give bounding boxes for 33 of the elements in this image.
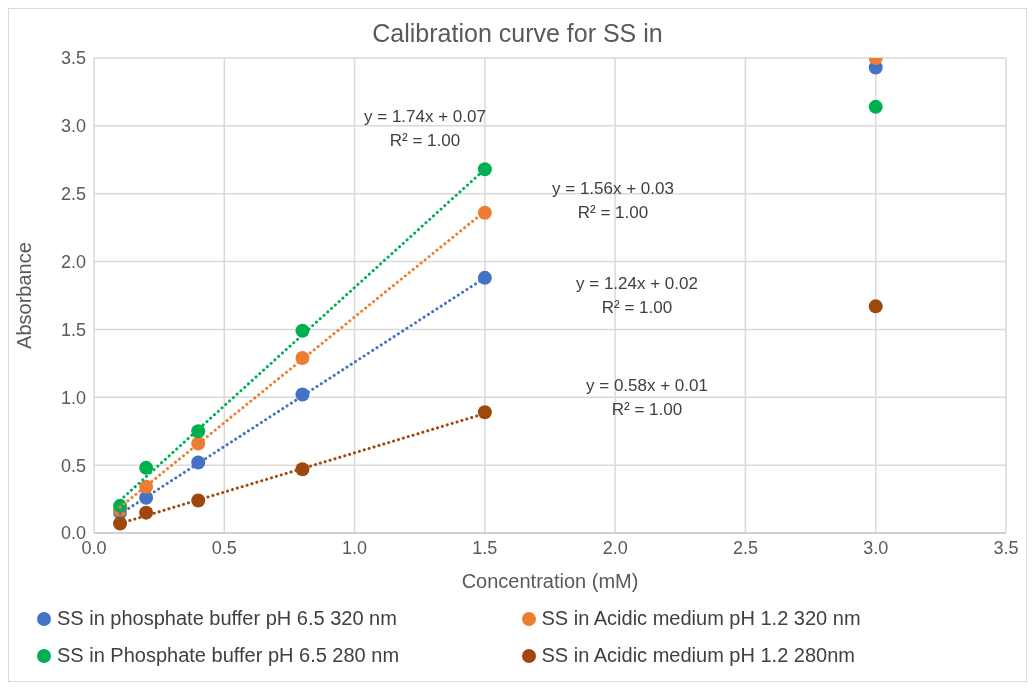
legend-label: SS in Acidic medium pH 1.2 320 nm — [541, 607, 861, 630]
legend-label: SS in phosphate buffer pH 6.5 320 nm — [57, 607, 397, 630]
y-tick-label: 2.0 — [60, 251, 86, 272]
y-tick-label: 3.5 — [60, 48, 86, 69]
y-tick-label: 0.5 — [60, 455, 86, 476]
point — [477, 162, 492, 177]
legend-label: SS in Phosphate buffer pH 6.5 280 nm — [57, 644, 400, 667]
x-tick-label: 3.0 — [863, 537, 889, 558]
y-tick-label: 1.5 — [60, 319, 86, 340]
x-tick-label: 3.5 — [993, 537, 1019, 558]
point — [139, 460, 154, 475]
point — [113, 516, 128, 531]
annotation: y = 1.24x + 0.02 R² = 1.00 — [576, 273, 698, 319]
x-tick-label: 0.5 — [211, 537, 237, 558]
annotation: y = 0.58x + 0.01 R² = 1.00 — [586, 375, 708, 421]
x-axis-title: Concentration (mM) — [461, 570, 639, 592]
x-tick-label: 2.5 — [732, 537, 758, 558]
y-tick-label: 3.0 — [60, 116, 86, 137]
point — [477, 270, 492, 285]
point — [477, 405, 492, 420]
chart-title: Calibration curve for SS in — [371, 18, 664, 48]
x-tick-label: 2.0 — [602, 537, 628, 558]
annotation: y = 1.56x + 0.03 R² = 1.00 — [552, 178, 674, 224]
y-tick-label: 1.0 — [60, 387, 86, 408]
legend-label: SS in Acidic medium pH 1.2 280nm — [541, 644, 855, 667]
x-tick-label: 1.0 — [342, 537, 368, 558]
y-axis-title: Absorbance — [13, 242, 36, 349]
point — [868, 299, 883, 314]
annotation: y = 1.74x + 0.07 R² = 1.00 — [364, 106, 486, 152]
point — [139, 505, 154, 520]
x-tick-label: 1.5 — [472, 537, 498, 558]
y-tick-label: 2.5 — [60, 184, 86, 205]
point — [868, 99, 883, 114]
